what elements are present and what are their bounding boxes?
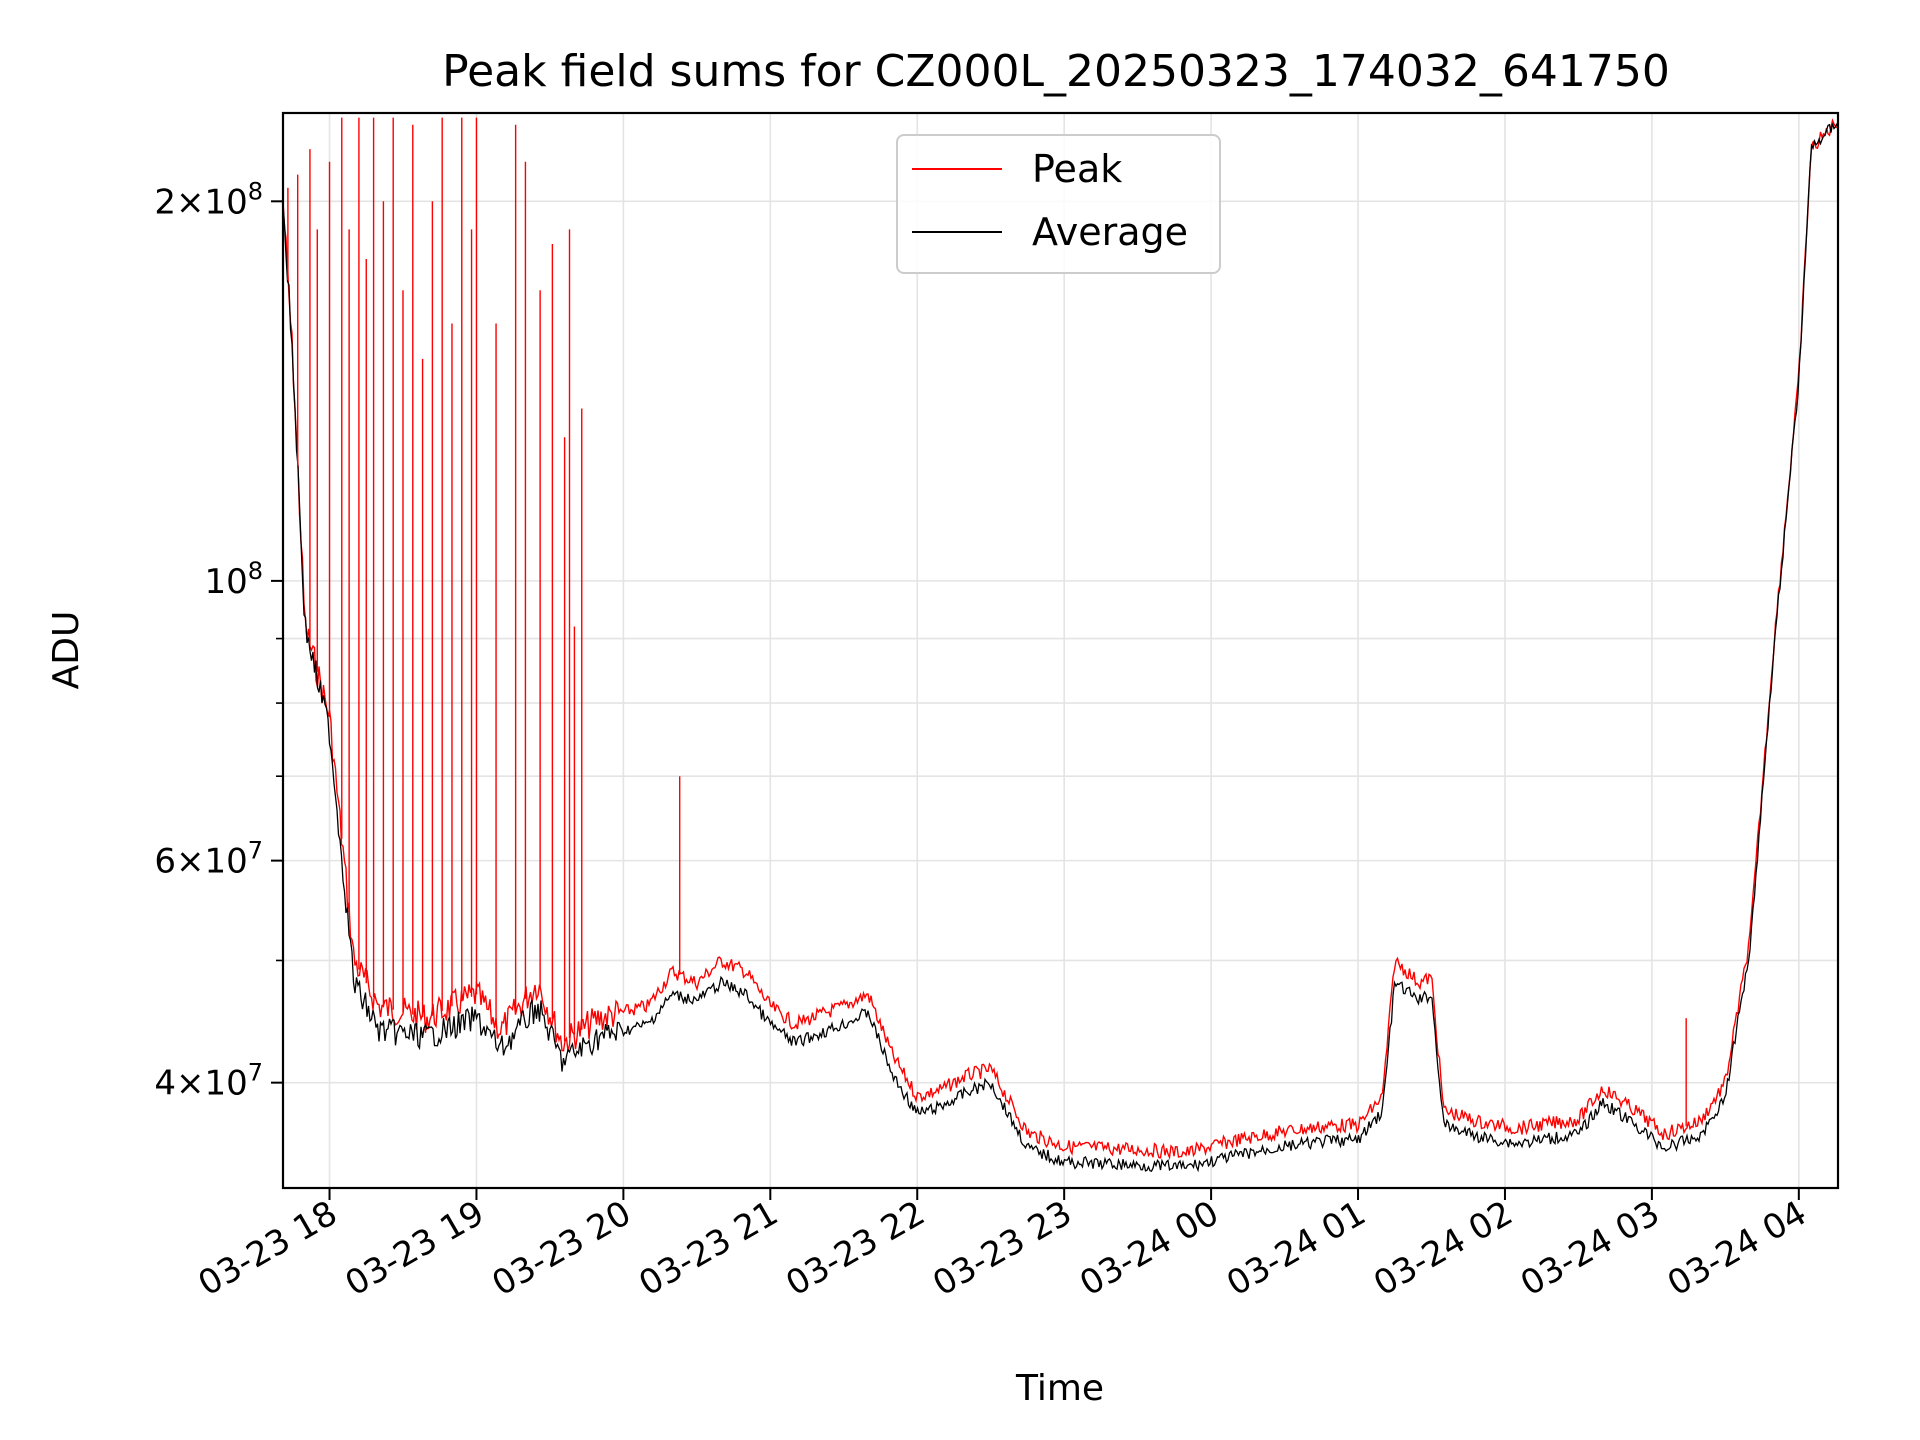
legend-peak-label: Peak: [1032, 147, 1122, 191]
peak-series-line: [282, 118, 1838, 1161]
y-tick-label: 108: [204, 557, 263, 602]
legend-average-label: Average: [1032, 210, 1188, 254]
series-layer: [282, 117, 1838, 1173]
legend: Peak Average: [896, 134, 1221, 274]
y-tick-label: 4×107: [154, 1059, 263, 1104]
y-tick-label: 6×107: [154, 837, 263, 882]
plot-frame: [281, 111, 1840, 1190]
chart-title: Peak field sums for CZ000L_20250323_1740…: [442, 46, 1670, 97]
x-axis-label: Time: [1015, 1368, 1104, 1409]
y-tick-label: 2×108: [154, 177, 263, 222]
average-series-line: [282, 123, 1838, 1173]
y-axis-label: ADU: [46, 611, 87, 690]
